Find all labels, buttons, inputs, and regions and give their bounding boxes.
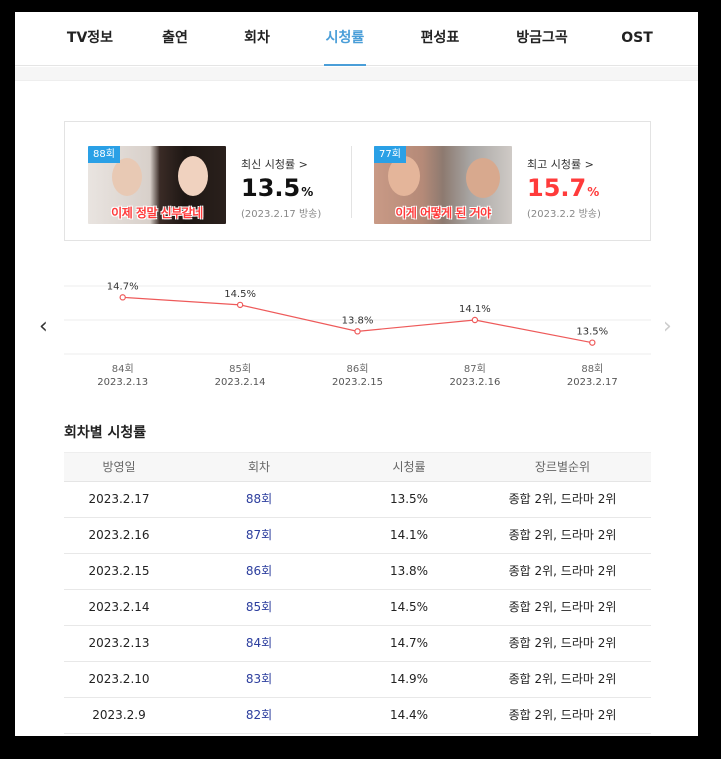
- x-tick-episode: 88회: [581, 363, 603, 375]
- data-label: 13.5%: [576, 327, 608, 338]
- x-tick-date: 2023.2.13: [97, 377, 148, 388]
- latest-rating-unit: %: [301, 185, 314, 199]
- row-episode-link[interactable]: 83회: [245, 672, 273, 686]
- tab-episodes[interactable]: 회차: [244, 30, 270, 46]
- row-rating: 14.4%: [389, 708, 429, 722]
- row-air-date: 2023.2.10: [88, 672, 150, 686]
- actress-face: [178, 156, 208, 196]
- row-genre-rank: 종합 2위, 드라마 2위: [508, 636, 617, 650]
- data-point: [471, 316, 479, 324]
- table-row: 2023.2.9 82회 14.4% 종합 2위, 드라마 2위: [64, 698, 651, 734]
- actor-face: [112, 158, 142, 196]
- row-air-date: 2023.2.16: [88, 528, 150, 542]
- row-rating: 14.7%: [389, 636, 429, 650]
- latest-rating-number: 13.5: [241, 174, 301, 202]
- latest-rating-value: 13.5%: [241, 174, 313, 202]
- latest-rating-link[interactable]: 최신 시청률 >: [241, 158, 308, 171]
- x-tick-date: 2023.2.15: [332, 377, 383, 388]
- data-label: 14.1%: [459, 304, 491, 315]
- row-genre-rank: 종합 2위, 드라마 2위: [508, 492, 617, 506]
- row-air-date: 2023.2.9: [92, 708, 146, 722]
- row-rating: 14.9%: [389, 672, 429, 686]
- tab-ratings[interactable]: 시청률: [324, 12, 366, 66]
- row-episode-link[interactable]: 88회: [245, 492, 273, 506]
- data-label: 13.8%: [342, 315, 374, 326]
- row-episode-link[interactable]: 85회: [245, 600, 273, 614]
- x-tick-episode: 84회: [112, 363, 134, 375]
- row-episode-link[interactable]: 82회: [245, 708, 273, 722]
- x-tick-episode: 86회: [347, 363, 369, 375]
- data-point: [589, 339, 596, 346]
- best-air-date: (2023.2.2 방송): [527, 209, 601, 220]
- row-genre-rank: 종합 2위, 드라마 2위: [508, 528, 617, 542]
- row-episode-link[interactable]: 87회: [245, 528, 273, 542]
- rating-page: TV정보 출연 회차 시청률 편성표 방금그곡 OST 88회 이제 정말 신부…: [15, 12, 698, 736]
- actor-face: [466, 158, 500, 198]
- row-air-date: 2023.2.14: [88, 600, 150, 614]
- row-rating: 13.5%: [389, 492, 429, 506]
- data-point: [119, 294, 126, 301]
- episode-badge: 77회: [374, 146, 406, 163]
- best-episode-thumbnail[interactable]: 77회 이게 어떻게 된 거야: [374, 146, 512, 224]
- row-episode-link[interactable]: 86회: [245, 564, 273, 578]
- episode-ratings-table: 방영일 회차 시청률 장르별순위 2023.2.17 88회 13.5% 종합 …: [64, 452, 651, 734]
- header-separator: [15, 67, 698, 81]
- data-label: 14.7%: [107, 281, 139, 292]
- row-air-date: 2023.2.13: [88, 636, 150, 650]
- chevron-right-icon: ›: [663, 314, 672, 339]
- latest-air-date: (2023.2.17 방송): [241, 209, 322, 220]
- header-air-date: 방영일: [102, 460, 136, 474]
- row-rating: 14.1%: [389, 528, 429, 542]
- data-label: 14.5%: [224, 289, 256, 300]
- thumbnail-caption: 이게 어떻게 된 거야: [395, 206, 491, 220]
- rating-line-chart: 14.7% 84회 2023.2.13 14.5% 85회 2023.2.14 13.8% 8…: [64, 281, 651, 388]
- chart-prev-button[interactable]: ‹: [39, 312, 48, 342]
- header-rating: 시청률: [392, 460, 426, 474]
- tab-bar: TV정보 출연 회차 시청률 편성표 방금그곡 OST: [15, 12, 698, 66]
- tab-schedule[interactable]: 편성표: [420, 30, 460, 46]
- row-genre-rank: 종합 2위, 드라마 2위: [508, 600, 617, 614]
- episode-ratings-title: 회차별 시청률: [64, 425, 147, 441]
- tab-ost[interactable]: OST: [621, 30, 653, 46]
- x-tick-date: 2023.2.14: [215, 377, 266, 388]
- best-rating-number: 15.7: [527, 174, 587, 202]
- table-row: 2023.2.13 84회 14.7% 종합 2위, 드라마 2위: [64, 626, 651, 662]
- header-episode: 회차: [247, 460, 271, 474]
- table-row: 2023.2.16 87회 14.1% 종합 2위, 드라마 2위: [64, 518, 651, 554]
- row-rating: 13.8%: [389, 564, 429, 578]
- row-genre-rank: 종합 2위, 드라마 2위: [508, 672, 617, 686]
- tab-recent-song[interactable]: 방금그곡: [516, 30, 568, 46]
- x-tick-date: 2023.2.17: [567, 377, 618, 388]
- row-genre-rank: 종합 2위, 드라마 2위: [508, 708, 617, 722]
- table-row: 2023.2.15 86회 13.8% 종합 2위, 드라마 2위: [64, 554, 651, 590]
- table-row: 2023.2.17 88회 13.5% 종합 2위, 드라마 2위: [64, 482, 651, 518]
- table-row: 2023.2.14 85회 14.5% 종합 2위, 드라마 2위: [64, 590, 651, 626]
- x-tick-episode: 85회: [229, 363, 251, 375]
- episode-badge: 88회: [88, 146, 120, 163]
- card-divider: [351, 146, 352, 218]
- header-genre-rank: 장르별순위: [534, 460, 591, 474]
- data-point: [354, 328, 361, 335]
- best-rating-value: 15.7%: [527, 174, 599, 202]
- table-row: 2023.2.10 83회 14.9% 종합 2위, 드라마 2위: [64, 662, 651, 698]
- best-rating-unit: %: [587, 185, 600, 199]
- row-air-date: 2023.2.15: [88, 564, 150, 578]
- chevron-left-icon: ‹: [39, 314, 48, 339]
- latest-episode-thumbnail[interactable]: 88회 이제 정말 신부같네: [88, 146, 226, 224]
- chart-next-button[interactable]: ›: [663, 312, 672, 342]
- best-rating-link[interactable]: 최고 시청률 >: [527, 158, 594, 171]
- row-episode-link[interactable]: 84회: [245, 636, 273, 650]
- table-header: 방영일 회차 시청률 장르별순위: [64, 452, 651, 482]
- thumbnail-caption: 이제 정말 신부같네: [111, 206, 203, 220]
- tab-cast[interactable]: 출연: [162, 30, 188, 46]
- row-genre-rank: 종합 2위, 드라마 2위: [508, 564, 617, 578]
- data-point: [236, 301, 244, 309]
- rating-summary-box: 88회 이제 정말 신부같네 최신 시청률 > 13.5% (2023.2.17…: [64, 121, 651, 241]
- tab-tv-info[interactable]: TV정보: [66, 30, 114, 46]
- x-tick-episode: 87회: [464, 363, 486, 375]
- row-rating: 14.5%: [389, 600, 429, 614]
- row-air-date: 2023.2.17: [88, 492, 150, 506]
- x-tick-date: 2023.2.16: [449, 377, 500, 388]
